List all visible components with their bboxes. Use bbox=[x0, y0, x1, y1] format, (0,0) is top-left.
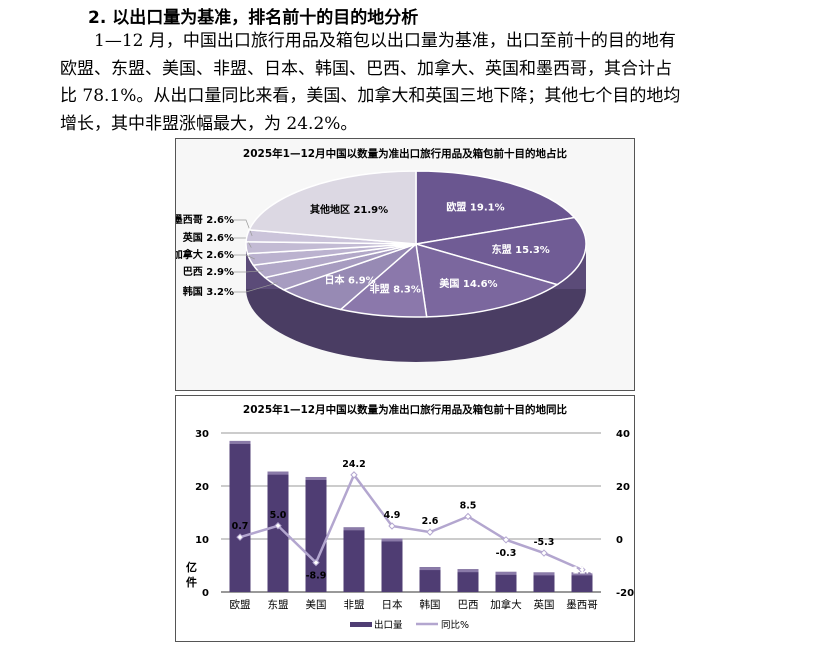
bar bbox=[457, 569, 479, 592]
line-marker bbox=[274, 522, 282, 530]
leader-line bbox=[234, 270, 264, 273]
line-marker bbox=[388, 522, 396, 530]
pie-label: 加拿大 2.6% bbox=[176, 248, 234, 261]
data-label: -11.6 bbox=[568, 566, 596, 577]
chart-title: 2025年1—12月中国以数量为准出口旅行用品及箱包前十目的地同比 bbox=[243, 403, 568, 416]
data-label: -0.3 bbox=[496, 548, 517, 559]
bar bbox=[495, 571, 517, 592]
bar-line-chart: 2025年1—12月中国以数量为准出口旅行用品及箱包前十目的地同比 0 -20 10 0… bbox=[175, 395, 635, 642]
line-series bbox=[239, 472, 583, 571]
chart-title: 2025年1—12月中国以数量为准出口旅行用品及箱包前十目的地占比 bbox=[243, 147, 568, 160]
line-marker bbox=[464, 512, 472, 521]
pie-label: 美国 14.6% bbox=[439, 277, 497, 290]
bar-cap bbox=[419, 567, 441, 571]
y-tick-label: 30 bbox=[195, 429, 209, 440]
paragraph-line: 比 78.1%。从出口量同比来看，美国、加拿大和英国三地下降；其他七个目的地均 bbox=[60, 86, 681, 106]
x-tick-label: 英国 bbox=[534, 598, 555, 611]
line-marker bbox=[426, 528, 434, 536]
legend-label: 出口量 bbox=[374, 619, 403, 631]
line-marker bbox=[236, 533, 244, 541]
x-tick-label: 欧盟 bbox=[230, 599, 251, 611]
x-tick-label: 韩国 bbox=[420, 598, 441, 611]
pie-label: 其他地区 21.9% bbox=[310, 203, 388, 216]
x-tick-label: 墨西哥 bbox=[566, 599, 598, 611]
line-marker bbox=[350, 471, 358, 479]
data-label: -8.9 bbox=[306, 571, 327, 582]
y2-tick-label: 40 bbox=[616, 429, 630, 440]
pie-slice bbox=[339, 242, 428, 318]
legend-swatch-bar bbox=[350, 622, 372, 627]
paragraph-line: 欧盟、东盟、美国、非盟、日本、韩国、巴西、加拿大、英国和墨西哥，其合计占 bbox=[60, 58, 672, 79]
y2-tick-label: 20 bbox=[616, 482, 630, 493]
paragraph: 1—12 月，中国出口旅行用品及箱包以出口量为基准，出口至前十的目的地有 欧盟、… bbox=[60, 28, 750, 138]
x-tick-label: 非盟 bbox=[344, 599, 365, 611]
line-marker bbox=[312, 558, 320, 567]
bar bbox=[229, 440, 251, 592]
pie-label: 非盟 8.3% bbox=[370, 282, 421, 295]
data-label: 8.5 bbox=[460, 500, 477, 511]
bar-cap bbox=[343, 527, 365, 531]
bar bbox=[381, 538, 403, 592]
x-tick-label: 加拿大 bbox=[490, 598, 522, 611]
bar bbox=[343, 527, 365, 592]
y2-tick-label: 0 bbox=[616, 535, 623, 546]
y-tick-label: 10 bbox=[195, 535, 209, 546]
pie-chart: 2025年1—12月中国以数量为准出口旅行用品及箱包前十目的地占比欧盟 19.1… bbox=[172, 138, 635, 391]
y-axis-label: 件 bbox=[186, 575, 197, 589]
y-axis-label: 亿 bbox=[186, 560, 197, 574]
paragraph-line: 1—12 月，中国出口旅行用品及箱包以出口量为基准，出口至前十的目的地有 bbox=[60, 31, 676, 51]
pie-slice bbox=[415, 216, 587, 286]
pie-label: 巴西 2.9% bbox=[183, 266, 234, 278]
data-label: 24.2 bbox=[342, 459, 365, 470]
leader-line bbox=[234, 254, 255, 260]
data-label: 0.7 bbox=[232, 521, 249, 532]
pie-label: 英国 2.6% bbox=[182, 231, 234, 244]
x-tick-label: 美国 bbox=[306, 598, 327, 611]
data-label: -5.3 bbox=[534, 537, 555, 548]
bar bbox=[305, 476, 327, 592]
pie-label: 东盟 15.3% bbox=[492, 243, 550, 256]
bar-cap bbox=[571, 572, 593, 576]
bar-cap bbox=[381, 538, 403, 542]
x-tick-label: 东盟 bbox=[268, 598, 289, 611]
bar-cap bbox=[229, 440, 251, 444]
bar-cap bbox=[533, 572, 555, 576]
bar-cap bbox=[457, 569, 479, 573]
bar bbox=[571, 572, 593, 592]
x-tick-label: 巴西 bbox=[458, 599, 479, 611]
paragraph-line: 增长，其中非盟涨幅最大，为 24.2%。 bbox=[60, 113, 358, 134]
pie-label: 欧盟 19.1% bbox=[446, 201, 504, 214]
bar bbox=[267, 471, 289, 592]
line-marker bbox=[502, 536, 510, 544]
bar-cap bbox=[267, 471, 289, 475]
data-label: 5.0 bbox=[270, 510, 287, 521]
bar-cap bbox=[495, 571, 517, 575]
y-tick-label: 20 bbox=[195, 482, 209, 493]
legend-label: 同比% bbox=[441, 619, 469, 631]
pie-label: 墨西哥 2.6% bbox=[176, 214, 234, 226]
line-marker bbox=[540, 549, 548, 557]
pie-slice bbox=[415, 242, 560, 318]
y2-tick-label: -20 bbox=[616, 588, 634, 599]
data-label: 4.9 bbox=[384, 510, 401, 521]
pie-slice bbox=[248, 170, 417, 245]
pie-slice bbox=[415, 170, 576, 245]
bar-cap bbox=[305, 476, 327, 480]
pie-label: 日本 6.9% bbox=[324, 273, 375, 286]
bar bbox=[419, 567, 441, 592]
x-tick-label: 日本 bbox=[382, 598, 403, 611]
bar bbox=[533, 572, 555, 592]
line-marker bbox=[578, 566, 586, 574]
pie-label: 韩国 3.2% bbox=[183, 285, 234, 298]
section-heading: 2. 以出口量为基准，排名前十的目的地分析 bbox=[88, 8, 419, 28]
y-tick-label: 0 bbox=[202, 588, 209, 599]
leader-line bbox=[234, 282, 278, 293]
data-label: 2.6 bbox=[422, 516, 439, 527]
